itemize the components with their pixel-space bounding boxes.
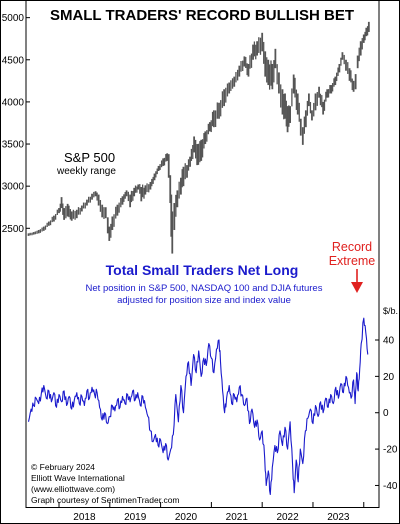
net-long-sublabel-1: Net position in S&P 500, NASDAQ 100 and …: [86, 283, 323, 294]
annotation-arrow-head: [351, 282, 363, 293]
x-tick-label: 2023: [327, 512, 350, 523]
net-long-unit: $/b.: [383, 306, 398, 316]
net-long-tick-label: 40: [383, 336, 395, 347]
credit-line-2: Elliott Wave International: [31, 473, 125, 483]
annotation-line-2: Extreme: [329, 254, 376, 268]
chart-title: SMALL TRADERS' RECORD BULLISH BET: [50, 7, 354, 24]
spx-tick-label: 4000: [2, 97, 25, 108]
net-long-tick-label: 0: [383, 408, 389, 419]
spx-y-axis: 2500 3000 3500 4000 4500 5000: [2, 13, 30, 235]
spx-tick-label: 5000: [2, 13, 25, 24]
credit-line-1: © February 2024: [31, 462, 95, 472]
net-long-label: Total Small Traders Net Long: [106, 262, 299, 278]
net-long-y-axis: 40 20 0 -20 -40: [375, 336, 398, 492]
spx-series: [27, 21, 370, 254]
spx-tick-label: 4500: [2, 55, 25, 66]
plot-frame: [25, 0, 380, 508]
net-long-series-line: [27, 317, 369, 496]
credit-line-3: (www.elliottwave.com): [31, 484, 115, 494]
net-long-tick-label: 20: [383, 372, 395, 383]
x-axis: 2018 2019 2020 2021 2022 2023: [58, 502, 365, 523]
spx-tick-label: 3000: [2, 182, 25, 193]
x-tick-label: 2022: [276, 512, 299, 523]
x-tick-label: 2021: [226, 512, 249, 523]
spx-label: S&P 500: [64, 150, 115, 165]
x-tick-label: 2018: [73, 512, 96, 523]
net-long-sublabel-2: adjusted for position size and index val…: [117, 295, 291, 306]
spx-sublabel: weekly range: [56, 166, 116, 177]
spx-tick-label: 2500: [2, 224, 25, 235]
x-tick-label: 2019: [124, 512, 147, 523]
net-long-tick-label: -20: [383, 445, 398, 456]
annotation-line-1: Record: [332, 240, 372, 254]
x-tick-label: 2020: [175, 512, 198, 523]
spx-tick-label: 3500: [2, 140, 25, 151]
credit-line-4: Graph courtesy of SentimenTrader.com: [31, 495, 180, 505]
net-long-tick-label: -40: [383, 481, 398, 492]
